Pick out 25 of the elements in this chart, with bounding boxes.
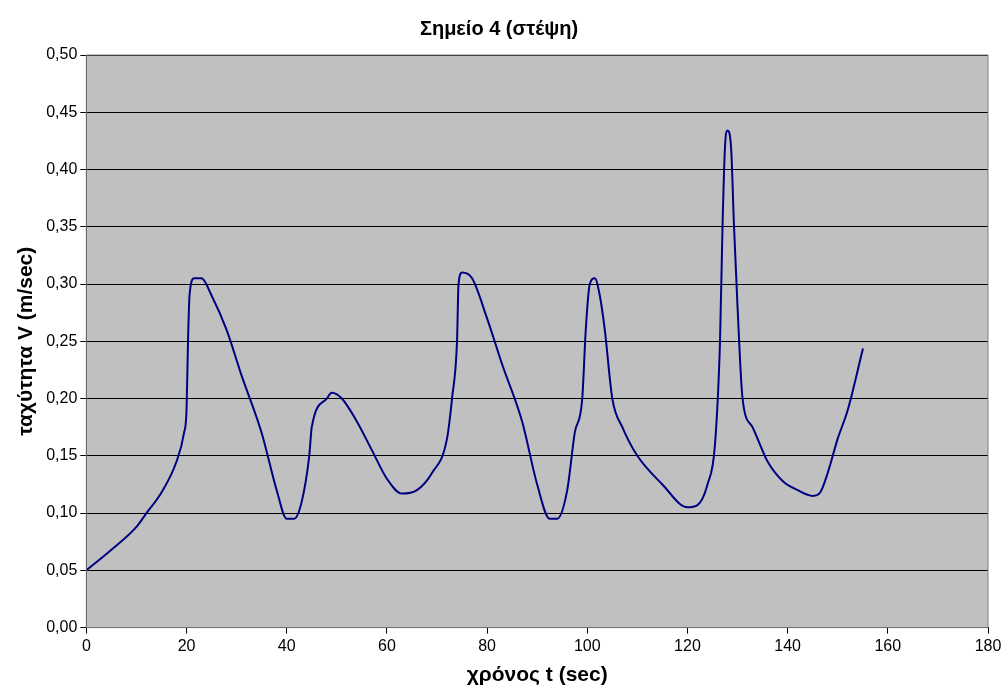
line-series: [86, 129, 864, 572]
x-tick-label: 40: [277, 636, 296, 654]
x-tick-label: 60: [378, 636, 396, 654]
y-tick-label: 0,50: [46, 45, 78, 63]
y-tick-label: 0,15: [46, 446, 78, 464]
y-tick-label: 0,10: [46, 503, 78, 521]
x-tick-label: 180: [974, 636, 1002, 654]
y-tick-label: 0,45: [46, 102, 78, 120]
y-tick-label: 0,30: [46, 274, 78, 292]
x-axis-title: χρόνος t (sec): [466, 662, 608, 687]
y-tick-label: 0,40: [46, 159, 78, 177]
x-tick-label: 140: [774, 636, 802, 654]
x-tick-label: 160: [874, 636, 902, 654]
x-tick-label: 120: [674, 636, 701, 654]
y-axis-title: ταχύτητα V (m/sec): [13, 246, 37, 436]
x-tick-label: 80: [478, 636, 497, 654]
chart-title: Σημείο 4 (στέψη): [419, 16, 579, 39]
x-tick-label: 0: [81, 636, 91, 654]
y-tick-label: 0,35: [46, 217, 78, 235]
y-tick-label: 0,20: [46, 388, 78, 406]
x-tick-label: 20: [177, 636, 196, 654]
x-tick-label: 100: [573, 636, 601, 654]
y-tick-label: 0,25: [46, 331, 78, 349]
y-tick-label: 0,00: [46, 618, 78, 636]
y-tick-label: 0,05: [46, 560, 78, 578]
